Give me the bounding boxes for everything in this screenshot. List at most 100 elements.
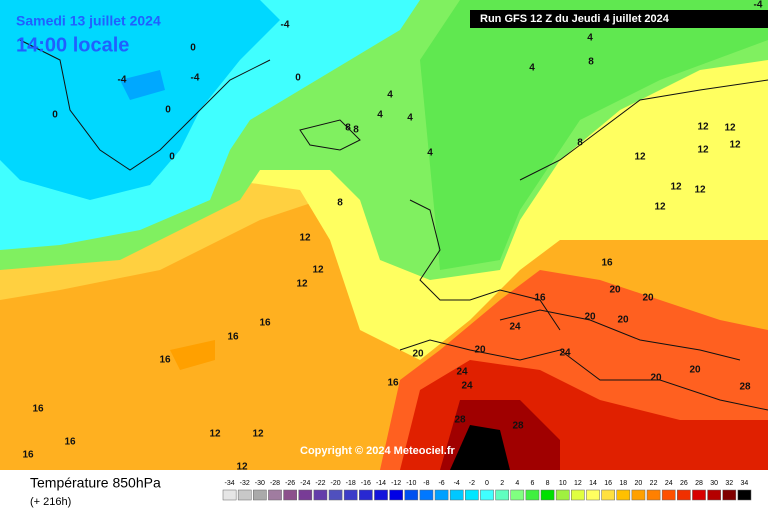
contour-label: 12 — [694, 185, 706, 196]
contour-label: 20 — [609, 285, 621, 296]
contour-label: 16 — [32, 404, 44, 415]
copyright: Copyright © 2024 Meteociel.fr — [300, 445, 456, 457]
contour-label: 16 — [64, 437, 76, 448]
contour-label: 28 — [739, 382, 751, 393]
contour-label: 16 — [227, 332, 239, 343]
scale-label: 28 — [695, 480, 703, 487]
time-text: 14:00 locale — [16, 34, 129, 56]
scale-swatch — [571, 489, 585, 501]
scale-label: -26 — [285, 480, 295, 487]
scale-label: -12 — [391, 480, 401, 487]
contour-label: 28 — [454, 415, 466, 426]
scale-swatch — [586, 489, 600, 501]
contour-label: 20 — [689, 365, 701, 376]
contour-label: 4 — [387, 90, 393, 101]
contour-label: 24 — [509, 322, 521, 333]
scale-label: -22 — [315, 480, 325, 487]
date-text: Samedi 13 juillet 2024 — [16, 13, 161, 29]
scale-label: 24 — [665, 480, 673, 487]
contour-label: -4 — [281, 20, 290, 31]
contour-label: 12 — [670, 182, 682, 193]
contour-label: 16 — [601, 258, 613, 269]
scale-swatch — [343, 489, 358, 501]
scale-label: 32 — [725, 480, 733, 487]
scale-label: -20 — [331, 480, 341, 487]
contour-label: 12 — [236, 462, 248, 473]
scale-swatch — [480, 489, 494, 501]
contour-label: 12 — [724, 123, 736, 134]
color-scale: -34 -32 -30 -28 -26 -24 -22 -20 -18 -16 -14 -12 -10-… — [222, 480, 752, 501]
scale-swatch — [601, 489, 615, 501]
contour-label: 20 — [617, 315, 629, 326]
scale-swatch — [449, 489, 464, 501]
contour-label: 20 — [584, 312, 596, 323]
contour-label: 0 — [295, 73, 301, 84]
contour-label: 0 — [190, 43, 196, 54]
contour-label: 0 — [169, 152, 175, 163]
contour-label: 16 — [259, 318, 271, 329]
contour-label: 0 — [165, 105, 171, 116]
contour-label: -4 — [754, 0, 763, 11]
scale-label: 0 — [485, 480, 489, 487]
scale-label: -8 — [423, 480, 429, 487]
contour-label: 16 — [387, 378, 399, 389]
contour-label: 24 — [559, 348, 571, 359]
coastlines — [19, 39, 768, 411]
contour-label: 8 — [345, 123, 351, 134]
scale-label: 34 — [741, 480, 749, 487]
scale-label: 30 — [710, 480, 718, 487]
contour-label: 12 — [299, 233, 311, 244]
contour-label: 12 — [697, 122, 709, 133]
scale-label: 26 — [680, 480, 688, 487]
scale-label: 20 — [635, 480, 643, 487]
scale-swatch — [631, 489, 646, 501]
contour-label: 24 — [461, 381, 473, 392]
contour-label: 12 — [697, 145, 709, 156]
scale-label: 16 — [604, 480, 612, 487]
scale-swatch — [328, 489, 343, 501]
scale-swatch — [707, 489, 721, 501]
contour-label: 20 — [642, 293, 654, 304]
scale-swatch — [283, 489, 297, 501]
scale-label: 12 — [574, 480, 582, 487]
scale-swatch — [646, 489, 661, 501]
contour-label: 20 — [650, 373, 662, 384]
scale-label: 2 — [500, 480, 504, 487]
scale-label: 6 — [530, 480, 534, 487]
contour-label: 12 — [634, 152, 646, 163]
scale-label: -10 — [406, 480, 416, 487]
contour-label: 16 — [22, 450, 34, 461]
scale-swatch — [495, 489, 509, 501]
temperature-field — [0, 0, 768, 470]
scale-label: -24 — [300, 480, 310, 487]
scale-swatch — [389, 489, 403, 501]
scale-swatch — [661, 489, 676, 501]
scale-label: -6 — [438, 480, 444, 487]
contour-label: 8 — [337, 198, 343, 209]
scale-swatch — [722, 489, 737, 501]
contour-label: 24 — [456, 367, 468, 378]
scale-label: 14 — [589, 480, 597, 487]
scale-label: -2 — [469, 480, 475, 487]
contour-label: -4 — [191, 73, 200, 84]
footer-title: Température 850hPa — [30, 475, 161, 491]
contour-label: 20 — [474, 345, 486, 356]
contour-label: 12 — [296, 279, 308, 290]
contour-label: 4 — [377, 110, 383, 121]
scale-swatch — [737, 489, 752, 501]
scale-swatch — [237, 489, 252, 501]
run-banner — [470, 10, 768, 28]
scale-swatch — [404, 489, 419, 501]
contour-label: 12 — [654, 202, 666, 213]
contour-label: 8 — [353, 125, 359, 136]
scale-swatch — [465, 489, 479, 501]
contour-label: 4 — [587, 33, 593, 44]
scale-label: -34 — [225, 480, 235, 487]
scale-label: 18 — [619, 480, 627, 487]
contour-label: 12 — [209, 429, 221, 440]
scale-swatch — [616, 489, 631, 501]
contour-label: 20 — [412, 349, 424, 360]
scale-swatch — [313, 489, 328, 501]
footer-lead: (+ 216h) — [30, 496, 71, 508]
